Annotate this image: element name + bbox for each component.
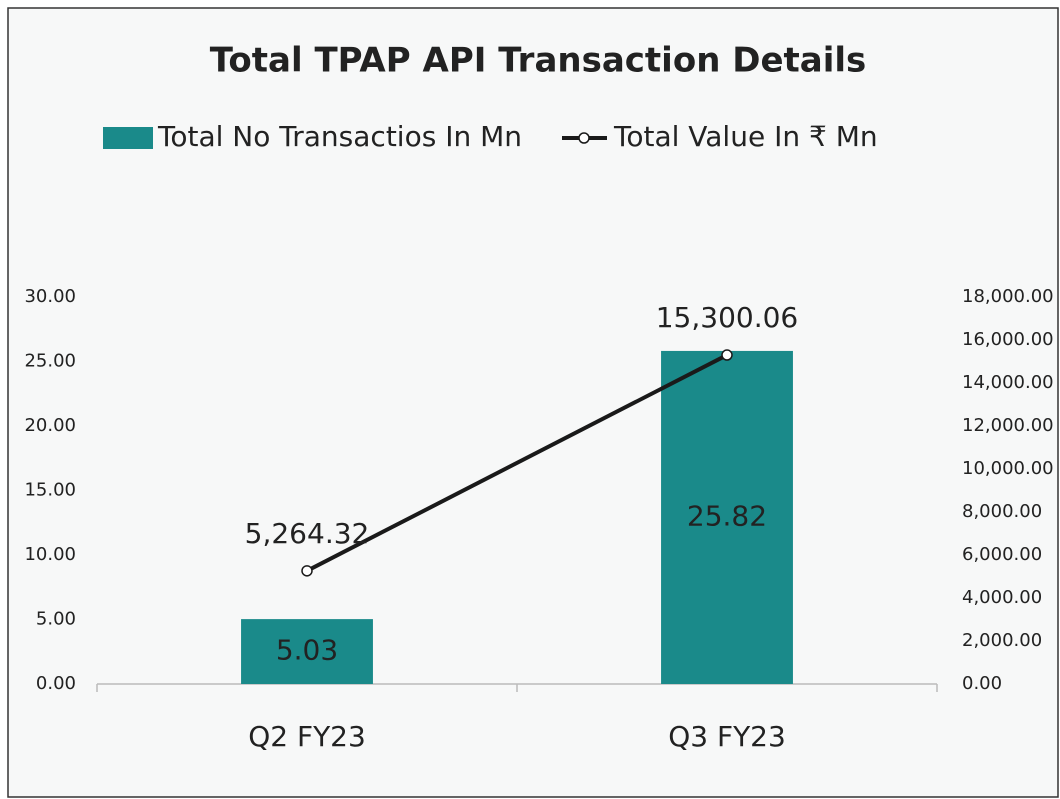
line-marker <box>721 349 733 361</box>
y-tick-label: 0.00 <box>36 673 76 694</box>
bar-value-label: 25.82 <box>687 499 767 532</box>
legend-label: Total No Transactios In Mn <box>157 120 522 153</box>
bar <box>241 619 373 684</box>
chart-title: Total TPAP API Transaction Details <box>210 41 867 81</box>
line-marker <box>301 565 313 577</box>
y2-tick-label: 18,000.00 <box>962 286 1054 307</box>
legend-marker <box>578 132 590 144</box>
bar-value-label: 5.03 <box>276 634 338 667</box>
y-tick-label: 30.00 <box>24 286 76 307</box>
y-tick-label: 20.00 <box>24 415 76 436</box>
line-value-label: 5,264.32 <box>245 517 370 550</box>
y2-tick-label: 14,000.00 <box>962 372 1054 393</box>
legend-swatch <box>103 127 153 149</box>
y2-tick-label: 10,000.00 <box>962 458 1054 479</box>
y-tick-label: 10.00 <box>24 544 76 565</box>
y-tick-label: 15.00 <box>24 480 76 501</box>
y2-tick-label: 12,000.00 <box>962 415 1054 436</box>
line-value-label: 15,300.06 <box>656 301 799 334</box>
x-tick-label: Q3 FY23 <box>668 720 786 753</box>
y2-tick-label: 4,000.00 <box>962 587 1042 608</box>
bar <box>661 350 793 684</box>
y-tick-label: 25.00 <box>24 351 76 372</box>
y2-tick-label: 0.00 <box>962 673 1002 694</box>
x-tick-label: Q2 FY23 <box>248 720 366 753</box>
y2-tick-label: 2,000.00 <box>962 630 1042 651</box>
y2-tick-label: 16,000.00 <box>962 329 1054 350</box>
line <box>306 353 728 573</box>
legend-label: Total Value In ₹ Mn <box>613 120 878 153</box>
y-tick-label: 5.00 <box>36 609 76 630</box>
y2-tick-label: 8,000.00 <box>962 501 1042 522</box>
y2-tick-label: 6,000.00 <box>962 544 1042 565</box>
chart-frame <box>7 7 1059 798</box>
